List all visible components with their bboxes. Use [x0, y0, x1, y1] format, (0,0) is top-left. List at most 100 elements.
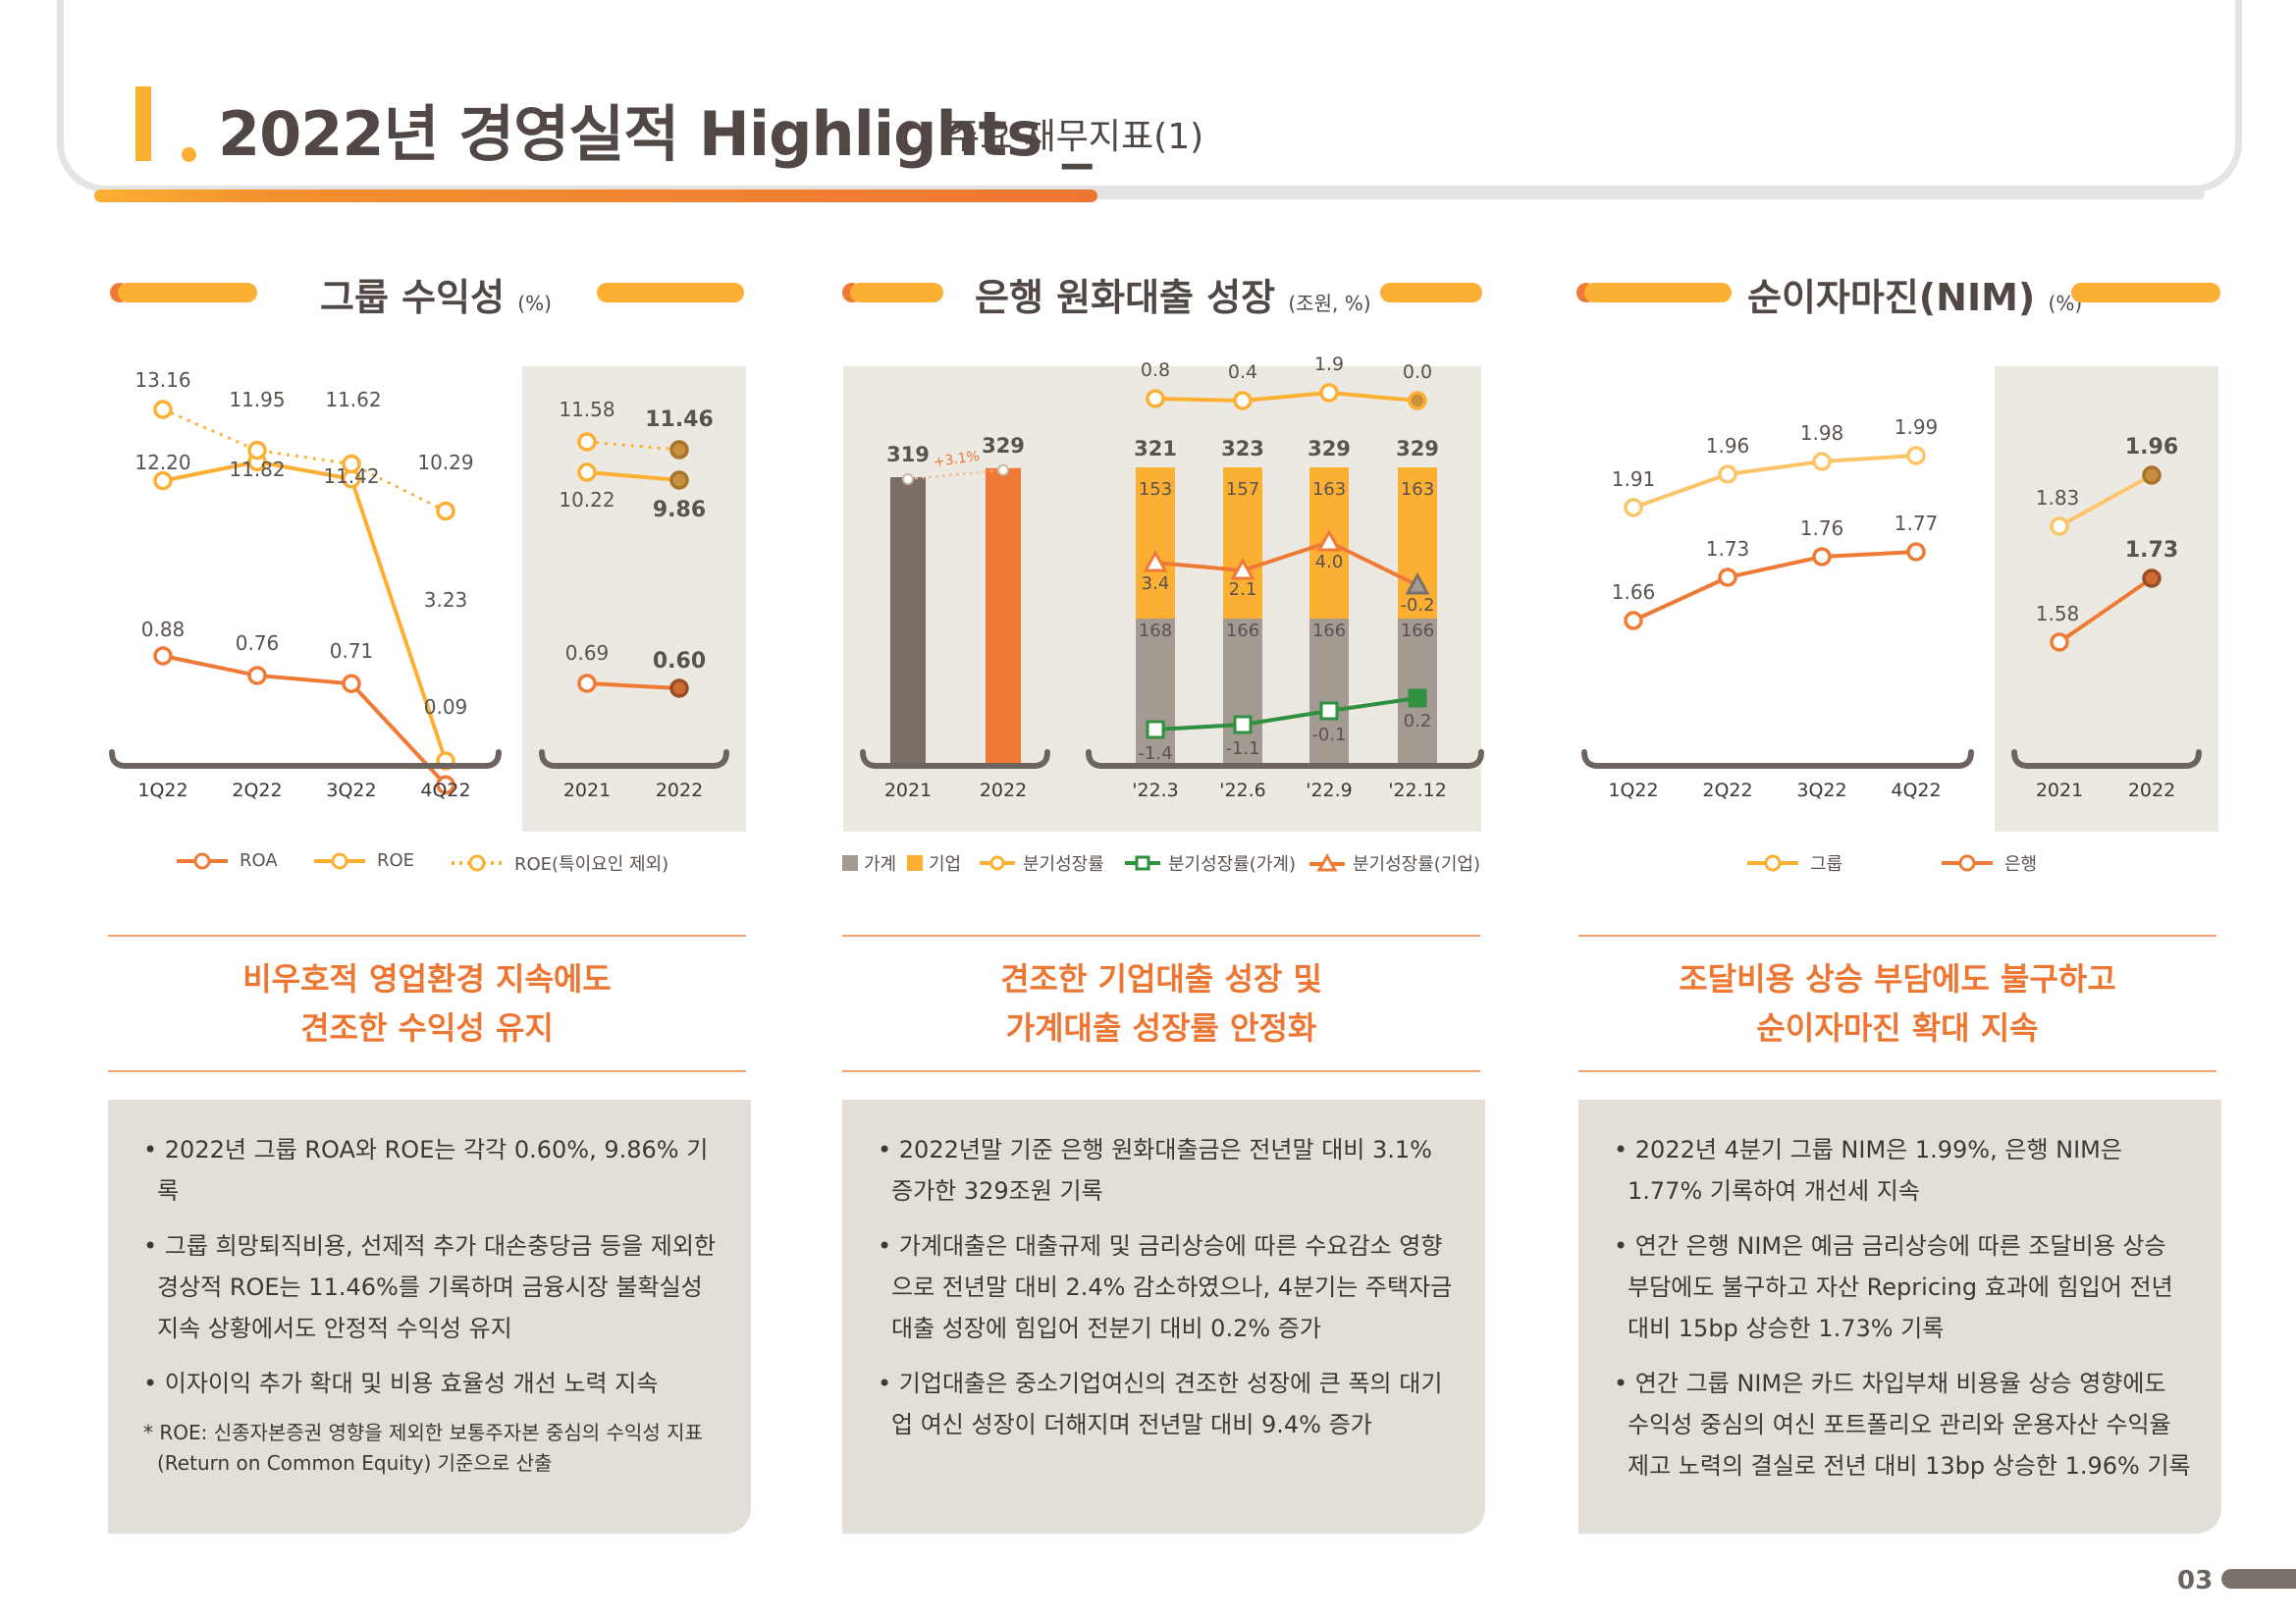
loans-bullet: • 기업대출은 중소기업여신의 견조한 성장에 큰 폭의 대기업 여신 성장이 … [878, 1370, 1443, 1438]
roe-line [162, 460, 448, 762]
data-label: -1.4 [1138, 743, 1172, 764]
page-number-bar [2221, 1569, 2296, 1589]
data-label: 323 [1221, 437, 1264, 460]
group-point [2142, 465, 2162, 485]
growth-household-line [1154, 696, 1418, 731]
roe-adjusted-legend-icon [452, 854, 503, 872]
profit-bullet: • 2022년 그룹 ROA와 ROE는 각각 0.60%, 9.86% 기록 [143, 1136, 709, 1205]
bank-point [1718, 568, 1737, 587]
axis-bracket [860, 749, 1050, 769]
roe-adjusted-point [577, 432, 597, 452]
growth-point [1146, 389, 1165, 408]
data-label: 12.20 [134, 451, 190, 474]
data-label: 1.9 [1314, 353, 1344, 375]
loans-text-box: • 2022년말 기준 은행 원화대출금은 전년말 대비 3.1% 증가한 32… [842, 1100, 1485, 1534]
group-point [1812, 452, 1832, 471]
data-label: 163 [1401, 479, 1434, 500]
data-label: 1.99 [1895, 415, 1939, 439]
data-label: 0.69 [565, 641, 610, 665]
header-frame [57, 0, 2242, 192]
group-point [2050, 516, 2069, 536]
data-label: 329 [982, 434, 1025, 458]
roa-point [247, 666, 267, 685]
profit-footnote: * ROE: 신종자본증권 영향을 제외한 보통주자본 중심의 수익성 지표(R… [143, 1421, 703, 1475]
group-point [1906, 446, 1926, 465]
header-divider [94, 189, 2205, 199]
data-label: 11.82 [229, 458, 285, 481]
x-tick-label: '22.9 [1306, 780, 1353, 801]
data-label: 11.62 [325, 388, 381, 411]
data-label: 9.86 [653, 498, 706, 522]
loans-bullet: • 가계대출은 대출규제 및 금리상승에 따른 수요감소 영향으로 전년말 대비… [878, 1232, 1453, 1342]
bank-point [1624, 611, 1643, 630]
bank-point [1906, 542, 1926, 562]
nim-chart: 1.91 1.96 1.98 1.99 1.66 1.73 1.76 1.77 1Q22 2Q22… [1581, 415, 2202, 801]
headline-rule-bottom [842, 1070, 1480, 1072]
header-progress-bar [94, 189, 1097, 202]
x-tick-label: '22.3 [1132, 780, 1179, 801]
growth-household-legend-icon [1125, 855, 1160, 871]
headline-rule-top [842, 935, 1480, 937]
growth-corporate-point [1405, 571, 1430, 595]
data-label: 4.0 [1315, 552, 1344, 572]
headline-rule-top [108, 935, 746, 937]
data-label: -0.1 [1311, 725, 1346, 745]
data-label: 11.42 [323, 464, 379, 488]
title-bar-left [118, 283, 257, 302]
growth-household-point [1146, 720, 1165, 739]
roe-adjusted-point [342, 454, 361, 474]
bank-line [1632, 550, 1917, 623]
x-tick-label: 2021 [563, 780, 611, 801]
roe-adjusted-point [247, 440, 267, 460]
annual-loan-bar [986, 467, 1021, 766]
data-label: 1.96 [2125, 435, 2178, 460]
nim-bullet: • 2022년 4분기 그룹 NIM은 1.99%, 은행 NIM은 1.77%… [1614, 1136, 2122, 1205]
corporate-bar [1136, 467, 1175, 619]
growth-rate-label: +3.1% [933, 449, 981, 470]
growth-connector-dot [902, 473, 914, 485]
growth-corporate-point [1143, 549, 1168, 572]
roe-point [669, 470, 689, 490]
data-label: 0.09 [424, 695, 468, 719]
title-dot-icon [182, 147, 196, 162]
x-tick-label: '22.6 [1219, 780, 1266, 801]
growth-household-point [1408, 688, 1427, 708]
x-tick-label: 2Q22 [232, 780, 282, 801]
legend-growth-corporate: 분기성장률(기업) [1308, 850, 1480, 876]
data-label: 0.71 [330, 639, 374, 663]
growth-household-point [1319, 701, 1339, 721]
data-label: 0.60 [653, 649, 706, 674]
page-number: 03 [2177, 1566, 2214, 1596]
household-bar [1223, 619, 1262, 766]
data-label: -1.1 [1225, 738, 1259, 759]
roa-point [436, 775, 455, 795]
group-line [1632, 454, 1917, 510]
roa-point [153, 646, 173, 666]
roa-line [162, 654, 448, 786]
data-label: 2.1 [1229, 579, 1257, 600]
x-tick-label: 2021 [884, 780, 932, 801]
x-tick-label: 4Q22 [420, 780, 470, 801]
x-tick-label: '22.12 [1388, 780, 1447, 801]
title-mark-icon [135, 86, 151, 161]
data-label: 0.0 [1403, 361, 1432, 383]
roe-adjusted-point [153, 400, 173, 419]
headline-nim: 조달비용 상승 부담에도 불구하고 순이자마진 확대 지속 [1679, 960, 2116, 1047]
data-label: 157 [1226, 479, 1259, 500]
data-label: 11.46 [645, 407, 714, 432]
loans-chart: 319 329+3.1%2021 2022168153321166157323166… [860, 353, 1484, 801]
bank-legend-icon [1942, 854, 1993, 872]
data-label: 0.8 [1141, 359, 1170, 381]
legend-roe: ROE [312, 850, 414, 871]
data-label: 1.73 [1706, 537, 1750, 561]
group-line-annual [2058, 473, 2153, 528]
profitability-chart: 13.16 11.95 11.62 10.29 12.20 11.82 11.42 3.23 0… [109, 368, 729, 801]
headline-rule-bottom [1578, 1070, 2216, 1072]
axis-bracket [1086, 749, 1484, 769]
data-label: 1.66 [1612, 580, 1656, 604]
section-title-nim: 순이자마진(NIM) (%) [1747, 276, 2083, 319]
data-label: 10.29 [417, 451, 473, 474]
data-label: 3.4 [1142, 573, 1170, 594]
annual-panel-bg [522, 366, 746, 832]
bank-line-annual [2057, 576, 2154, 644]
